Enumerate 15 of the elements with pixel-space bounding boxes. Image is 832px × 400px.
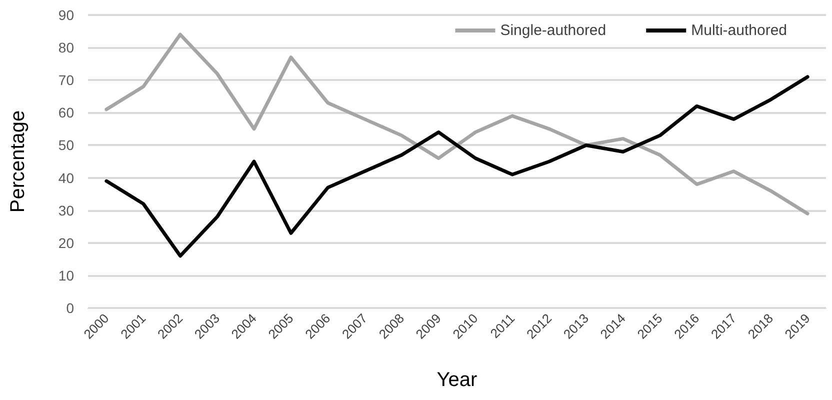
y-tick-label: 30 <box>58 202 74 218</box>
y-tick-label: 80 <box>58 40 74 56</box>
legend-label: Multi-authored <box>691 22 788 39</box>
y-tick-label: 0 <box>66 300 74 316</box>
y-tick-label: 70 <box>58 72 74 88</box>
y-tick-label: 20 <box>58 234 74 251</box>
y-tick-label: 50 <box>58 137 74 154</box>
y-tick-label: 90 <box>58 7 74 23</box>
legend-label: Single-authored <box>500 22 606 39</box>
y-tick-label: 10 <box>58 267 74 284</box>
line-series <box>104 75 810 258</box>
y-tick-label: 60 <box>58 104 74 121</box>
x-axis-title: Year <box>436 369 478 391</box>
y-tick-label: 40 <box>58 170 74 186</box>
y-axis-title: Percentage <box>7 110 29 213</box>
